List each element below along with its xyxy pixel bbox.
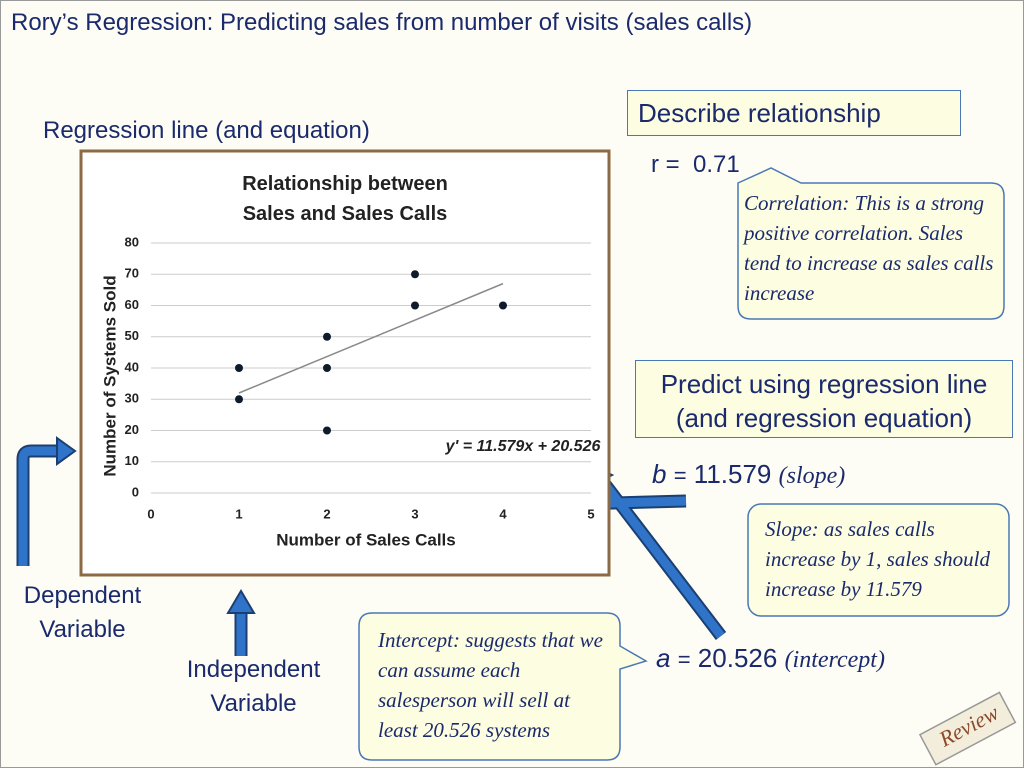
a-value: 20.526	[697, 643, 778, 673]
a-line: a = 20.526 (intercept)	[656, 643, 885, 674]
point	[323, 364, 331, 372]
y-tick-label: 20	[125, 422, 139, 437]
trendline	[238, 282, 504, 394]
y-tick-label: 70	[125, 266, 139, 281]
point	[323, 332, 331, 341]
point	[411, 270, 419, 279]
independent-label: Independent Variable	[186, 656, 321, 717]
r-symbol: r	[651, 151, 659, 178]
chart-frame	[79, 149, 611, 577]
point	[323, 426, 331, 435]
title: Rory’s Regression: Predicting sales from…	[11, 9, 753, 36]
point	[499, 301, 507, 310]
y-tick-label: 60	[125, 297, 139, 312]
chart-title: Relationship between Sales and Sales Cal…	[242, 173, 448, 225]
a-sign: =	[677, 647, 691, 672]
b-line: b = 11.579 (slope)	[652, 459, 845, 490]
b-value: 11.579	[693, 459, 772, 489]
r-line: r = 0.71	[651, 151, 740, 179]
predict-box: Predict using regression line (and regre…	[635, 360, 1013, 438]
point	[235, 364, 243, 372]
y-axis-label: Number of Systems Sold	[100, 275, 119, 476]
x-tick-label: 1	[235, 506, 242, 521]
x-tick-label: 4	[499, 506, 507, 521]
correlation-bubble	[737, 167, 1005, 320]
x-axis-label: Number of Sales Calls	[276, 530, 456, 549]
y-tick-label: 50	[125, 328, 139, 343]
y-tick-label: 0	[132, 484, 139, 499]
y-tick-label: 30	[125, 391, 139, 406]
slope-bubble	[747, 503, 1010, 617]
r-value: 0.71	[693, 151, 740, 178]
r-sign: =	[665, 151, 680, 178]
y-tick-label: 80	[125, 234, 139, 249]
review-stamp	[918, 691, 1017, 766]
equation-annotation: y' = 11.579x + 20.526	[445, 438, 601, 455]
slope-note: Slope: as sales calls increase by 1, sal…	[765, 517, 990, 601]
point	[235, 395, 243, 404]
a-symbol: a	[656, 643, 671, 673]
intercept-note: Intercept: suggests that we can assume e…	[378, 628, 603, 742]
x-tick-label: 0	[147, 506, 154, 521]
describe-box: Describe relationship	[627, 90, 961, 136]
y-tick-label: 40	[125, 359, 139, 374]
a-note: (intercept)	[784, 647, 885, 673]
b-symbol: b	[652, 459, 667, 489]
left-heading: Regression line (and equation)	[43, 117, 370, 144]
intercept-bubble	[358, 612, 648, 761]
x-tick-label: 5	[587, 506, 594, 521]
chart: 0 10 20 30 40 50 60 70 80 0 1 2 3 4 5 Number of Sales C…	[100, 234, 601, 549]
b-sign: =	[673, 463, 687, 488]
dependent-label: Dependent Variable	[23, 582, 142, 643]
x-tick-label: 2	[323, 506, 330, 521]
x-tick-label: 3	[411, 506, 418, 521]
b-note: (slope)	[778, 463, 846, 489]
correlation-note: Correlation: This is a strong positive c…	[744, 191, 994, 305]
y-tick-label: 10	[125, 453, 139, 468]
point	[411, 301, 419, 310]
